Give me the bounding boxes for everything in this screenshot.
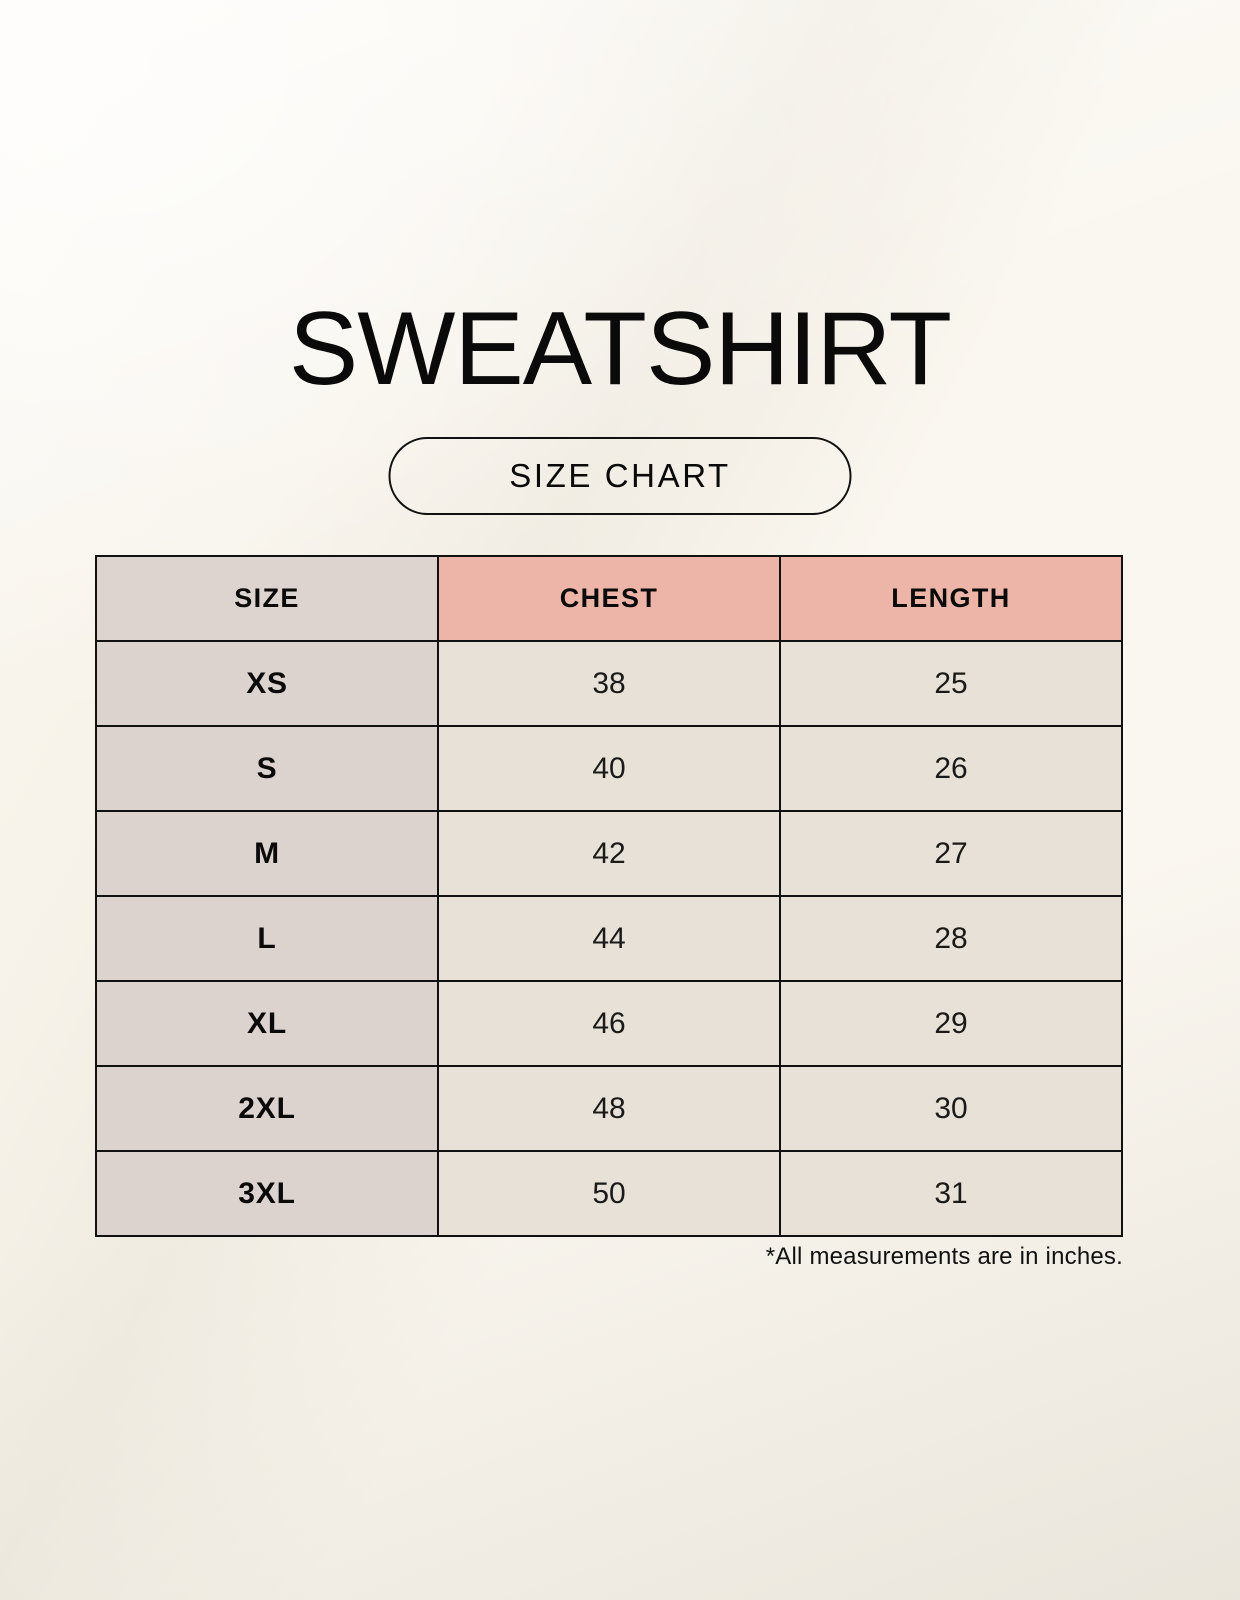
table-row: S 40 26 — [95, 725, 1123, 812]
cell-length: 31 — [779, 1150, 1123, 1237]
column-header-size: SIZE — [95, 555, 439, 642]
cell-chest: 38 — [437, 640, 781, 727]
column-header-chest: CHEST — [437, 555, 781, 642]
cell-length: 28 — [779, 895, 1123, 982]
table-header: SIZE CHEST LENGTH — [95, 555, 1123, 642]
table-body: XS 38 25 S 40 26 M 42 27 L 44 28 XL 46 — [95, 640, 1123, 1237]
cell-chest: 48 — [437, 1065, 781, 1152]
table-row: 2XL 48 30 — [95, 1065, 1123, 1152]
cell-size: 2XL — [95, 1065, 439, 1152]
cell-chest: 40 — [437, 725, 781, 812]
column-header-length: LENGTH — [779, 555, 1123, 642]
cell-length: 30 — [779, 1065, 1123, 1152]
size-chart-badge-label: SIZE CHART — [509, 457, 731, 494]
table-row: XS 38 25 — [95, 640, 1123, 727]
size-chart-badge: SIZE CHART — [388, 437, 852, 515]
cell-chest: 50 — [437, 1150, 781, 1237]
cell-length: 25 — [779, 640, 1123, 727]
cell-length: 29 — [779, 980, 1123, 1067]
cell-chest: 44 — [437, 895, 781, 982]
table-row: 3XL 50 31 — [95, 1150, 1123, 1237]
cell-chest: 42 — [437, 810, 781, 897]
table-row: M 42 27 — [95, 810, 1123, 897]
cell-size: M — [95, 810, 439, 897]
size-chart-table: SIZE CHEST LENGTH XS 38 25 S 40 26 M 42 … — [95, 555, 1123, 1237]
cell-size: XL — [95, 980, 439, 1067]
cell-size: 3XL — [95, 1150, 439, 1237]
table-row: XL 46 29 — [95, 980, 1123, 1067]
cell-size: XS — [95, 640, 439, 727]
cell-length: 27 — [779, 810, 1123, 897]
cell-size: S — [95, 725, 439, 812]
cell-length: 26 — [779, 725, 1123, 812]
measurement-note: *All measurements are in inches. — [765, 1243, 1123, 1270]
cell-chest: 46 — [437, 980, 781, 1067]
table-row: L 44 28 — [95, 895, 1123, 982]
table-header-row: SIZE CHEST LENGTH — [95, 555, 1123, 642]
page-title: SWEATSHIRT — [288, 291, 952, 407]
cell-size: L — [95, 895, 439, 982]
